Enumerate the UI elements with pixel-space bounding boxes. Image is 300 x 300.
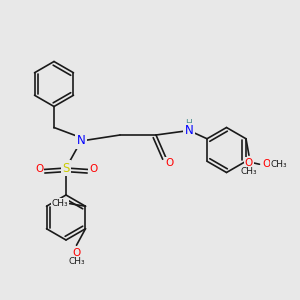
Text: CH₃: CH₃	[52, 199, 68, 208]
Text: CH₃: CH₃	[271, 160, 287, 169]
Text: S: S	[62, 161, 70, 175]
Text: O: O	[35, 164, 43, 175]
Text: O: O	[165, 158, 174, 169]
Text: O: O	[89, 164, 97, 175]
Text: O: O	[245, 158, 253, 168]
Text: CH₃: CH₃	[68, 257, 85, 266]
Text: CH₃: CH₃	[241, 167, 257, 176]
Text: H: H	[186, 119, 192, 128]
Text: O: O	[72, 248, 81, 258]
Text: O: O	[263, 159, 271, 169]
Text: N: N	[76, 134, 85, 148]
Text: N: N	[184, 124, 194, 137]
